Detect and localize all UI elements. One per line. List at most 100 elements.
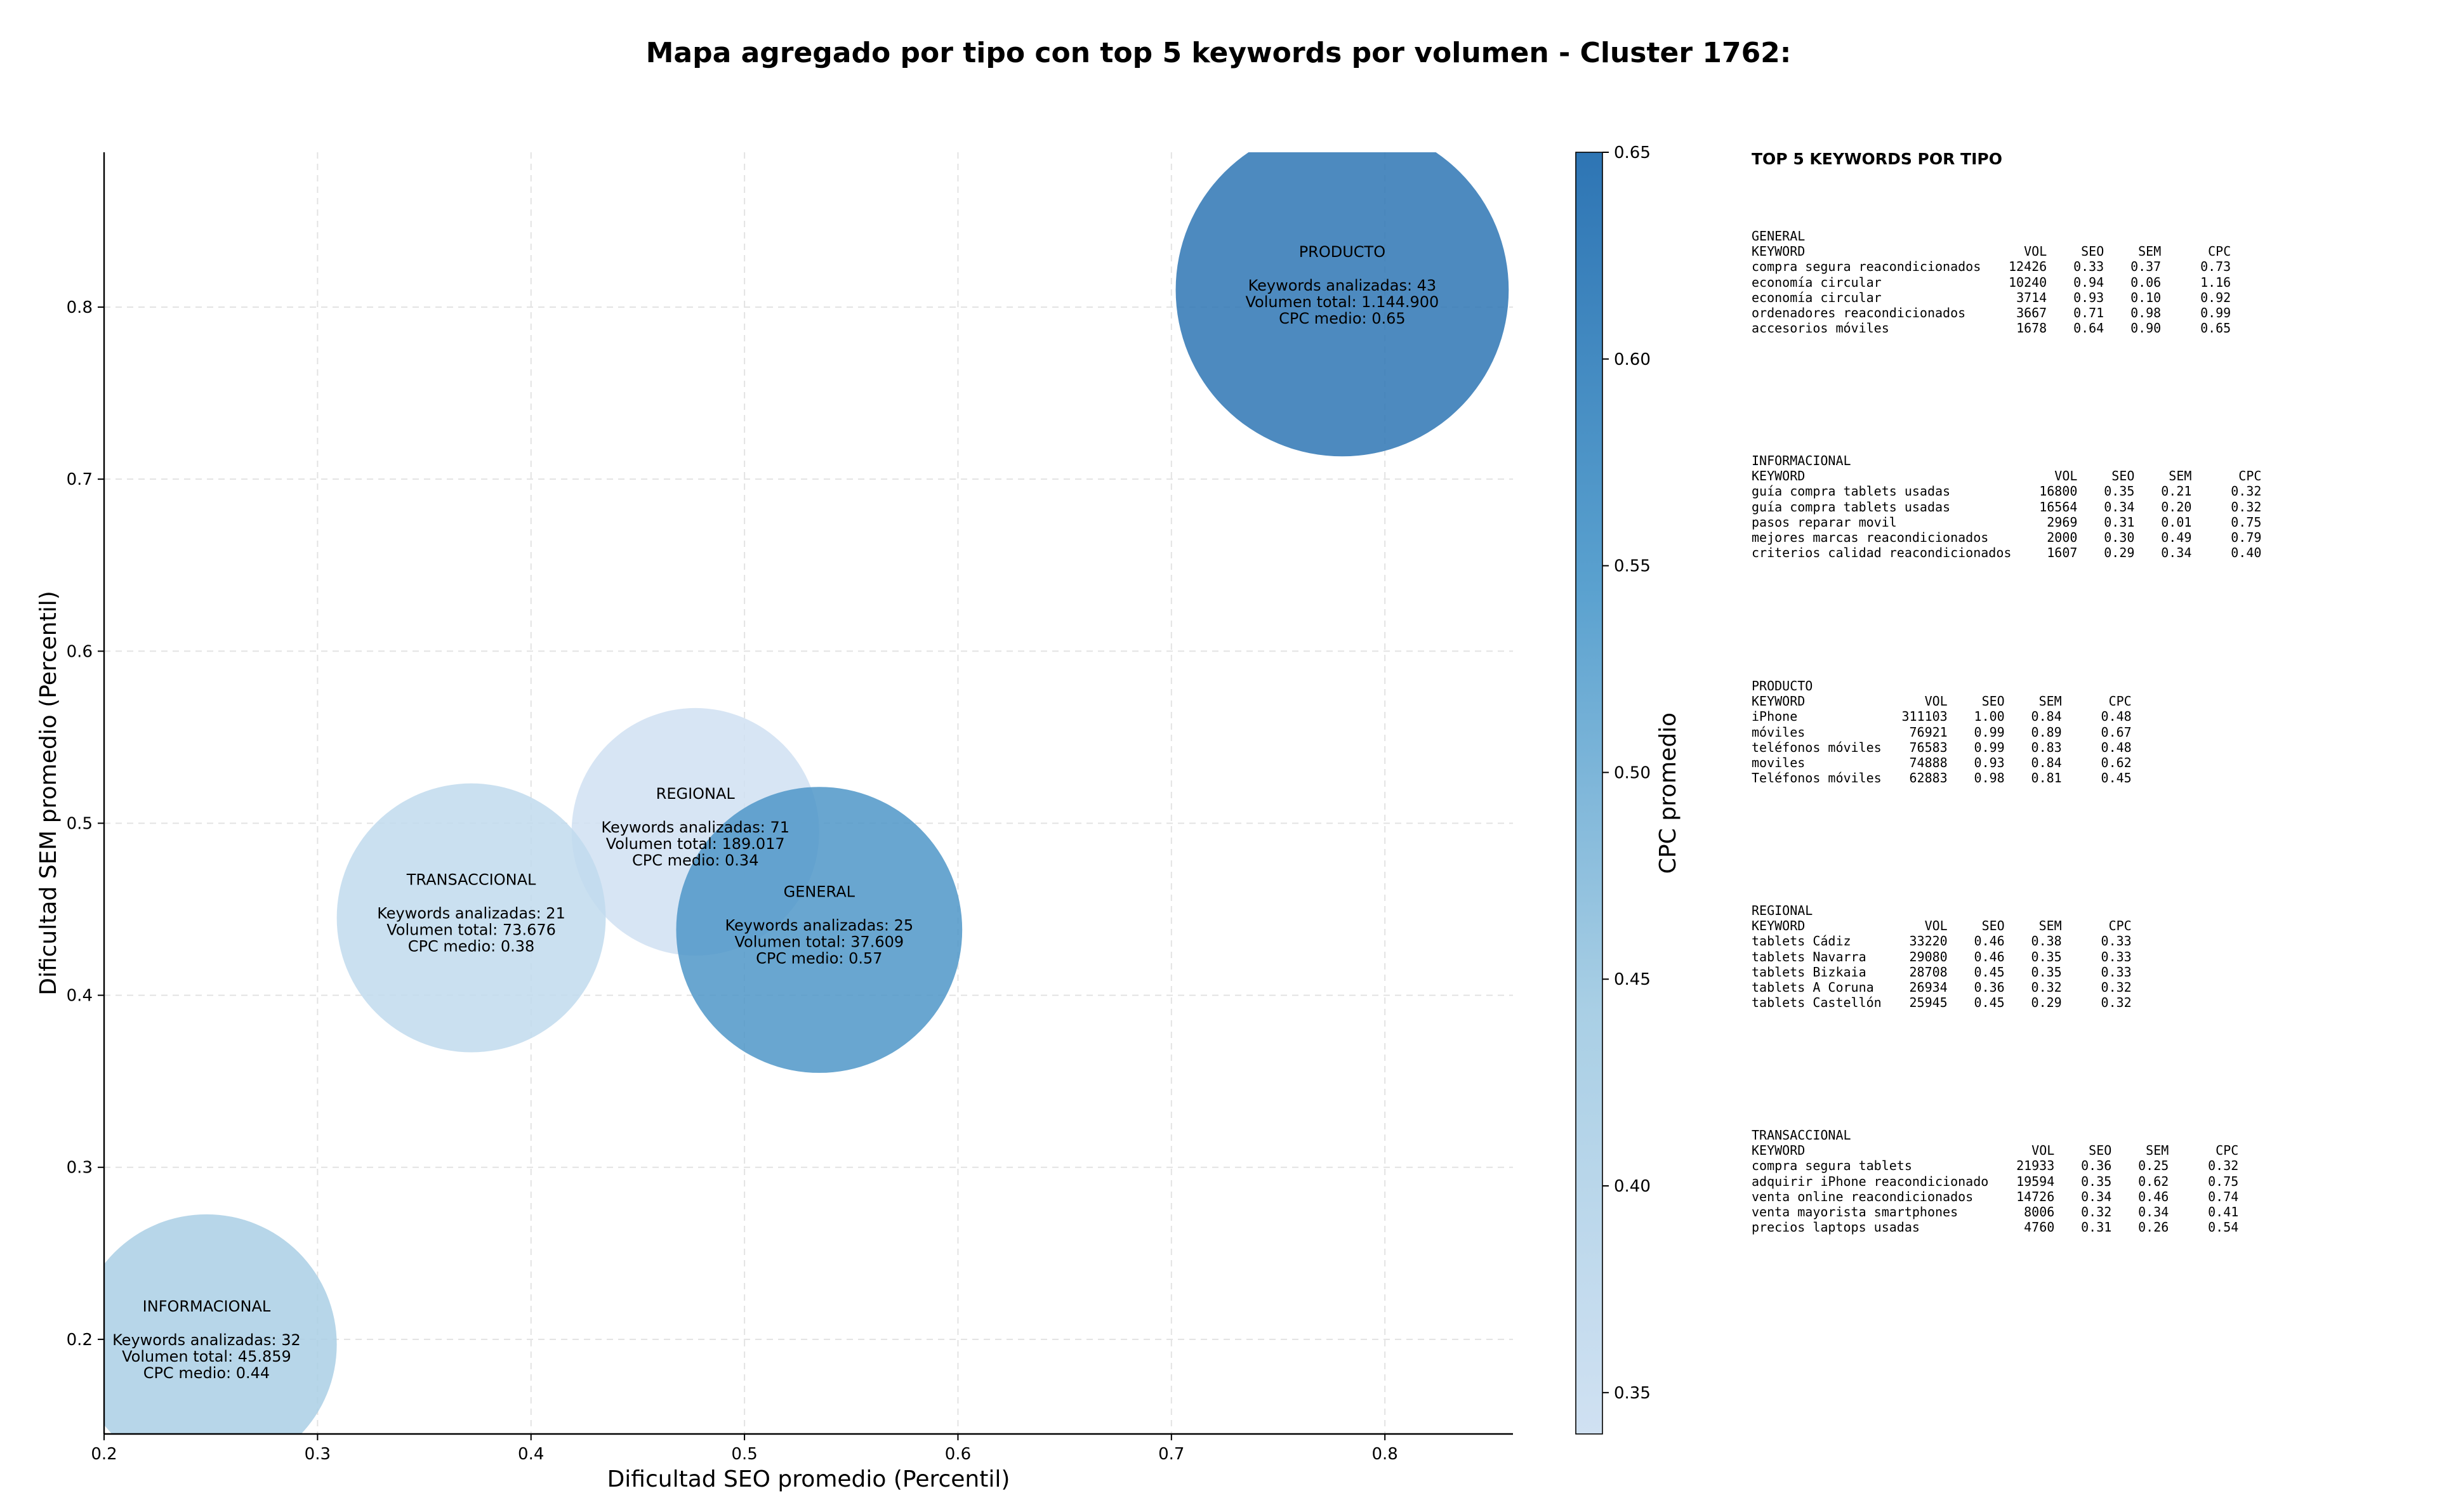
table-cell: precios laptops usadas	[1752, 1219, 1920, 1235]
table-cell: 29080	[1909, 949, 1948, 964]
bubble-name: REGIONAL	[656, 785, 736, 803]
table-row: adquirir iPhone reacondicionado 19594 0.35…	[1752, 1174, 2238, 1189]
table-cell: economía circular	[1752, 289, 1882, 305]
bubble-volume: Volumen total: 45.859	[122, 1348, 291, 1365]
table-cell: tablets Castellón	[1752, 995, 1882, 1011]
table-cell: 0.46	[1974, 933, 2005, 949]
bubble-label-transaccional: TRANSACCIONAL Keywords analizadas: 21Volu…	[377, 871, 565, 956]
header-cell: SEO	[1981, 694, 2005, 709]
x-tick-label: 0.8	[1372, 1445, 1398, 1464]
table-cell: 0.33	[2101, 964, 2132, 980]
table-cell: 0.45	[1974, 964, 2005, 980]
bubble-volume: Volumen total: 189.017	[606, 835, 785, 853]
bubble-cpc: CPC medio: 0.44	[143, 1364, 270, 1382]
table-cell: economía circular	[1752, 274, 1882, 290]
bubble-volume: Volumen total: 1.144.900	[1245, 293, 1439, 311]
header-cell: VOL	[2054, 468, 2078, 484]
table-cell: 0.35	[2104, 483, 2135, 499]
table-cell: 0.73	[2200, 259, 2231, 275]
table-cell: 0.21	[2161, 483, 2192, 499]
x-axis-label: Dificultad SEO promedio (Percentil)	[607, 1466, 1010, 1492]
keyword-group-regional: REGIONAL KEYWORD VOL SEO SEM CPC tablets Cádiz…	[1752, 903, 2132, 1010]
bubble-volume: Volumen total: 73.676	[386, 921, 556, 939]
table-cell: 0.25	[2138, 1158, 2169, 1174]
table-row: mejores marcas reacondicionados 2000 0.30 0…	[1752, 530, 2261, 545]
bubble-label-informacional: INFORMACIONAL Keywords analizadas: 32Volu…	[112, 1298, 301, 1382]
table-row: tablets A Coruna 26934 0.36 0.32 0.32	[1752, 980, 2132, 995]
table-cell: 0.35	[2031, 964, 2062, 980]
table-row: Teléfonos móviles 62883 0.98 0.81 0.45	[1752, 770, 2132, 786]
table-cell: 21933	[2016, 1158, 2055, 1174]
table-cell: 0.34	[2081, 1188, 2112, 1204]
header-cell: SEO	[1981, 918, 2005, 934]
table-cell: 0.36	[2081, 1158, 2112, 1174]
bubble-keywords: Keywords analizadas: 32	[112, 1331, 301, 1349]
table-cell: criterios calidad reacondicionados	[1752, 545, 2012, 561]
table-row: compra segura reacondicionados 12426 0.33 0…	[1752, 259, 2231, 274]
bubble-volume: Volumen total: 37.609	[734, 933, 904, 951]
header-cell: VOL	[2031, 1143, 2055, 1159]
table-cell: 1607	[2047, 545, 2078, 561]
table-cell: 0.71	[2073, 305, 2104, 321]
keyword-group-producto: PRODUCTO KEYWORD VOL SEO SEM CPC iPhone 311103 1…	[1752, 678, 2132, 786]
colorbar: 0.35 0.40 0.45 0.50 0.55 0.60 0.65 CPC promedio	[1575, 143, 1681, 1435]
x-tick-label: 0.3	[305, 1445, 331, 1464]
table-cell: 10240	[2009, 274, 2047, 290]
bubble-name: PRODUCTO	[1299, 243, 1385, 261]
table-cell: 0.84	[2031, 709, 2062, 725]
table-cell: 0.26	[2138, 1219, 2169, 1235]
table-cell: 76921	[1909, 724, 1948, 740]
y-tick-label: 0.4	[67, 987, 93, 1006]
table-row: criterios calidad reacondicionados 1607 0.…	[1752, 545, 2261, 560]
table-cell: 0.45	[2101, 770, 2132, 786]
table-cell: 0.64	[2073, 320, 2104, 336]
table-cell: accesorios móviles	[1752, 320, 1889, 336]
table-row: iPhone 311103 1.00 0.84 0.48	[1752, 709, 2132, 724]
table-row: venta online reacondicionados 14726 0.34 0.…	[1752, 1189, 2238, 1204]
table-cell: 0.32	[2231, 499, 2262, 515]
header-cell: CPC	[2108, 918, 2132, 934]
table-cell: 0.83	[2031, 739, 2062, 755]
table-cell: 0.32	[2031, 980, 2062, 996]
table-cell: 0.20	[2161, 499, 2192, 515]
table-cell: 0.65	[2200, 320, 2231, 336]
table-cell: 28708	[1909, 964, 1948, 980]
bubble-name: TRANSACCIONAL	[406, 871, 536, 889]
x-tick-label: 0.2	[91, 1445, 117, 1464]
bubble-name: GENERAL	[784, 883, 855, 901]
table-cell: 311103	[1901, 709, 1948, 725]
table-cell: 0.37	[2130, 259, 2162, 275]
table-cell: 0.98	[1974, 770, 2005, 786]
header-cell: SEO	[2081, 244, 2104, 260]
bubble-name: INFORMACIONAL	[143, 1298, 271, 1315]
table-cell: 19594	[2016, 1173, 2055, 1189]
table-cell: 33220	[1909, 933, 1948, 949]
header-cell: SEM	[2169, 468, 2192, 484]
table-row: guía compra tablets usadas 16800 0.35 0.21 0…	[1752, 483, 2261, 499]
table-cell: 0.92	[2200, 289, 2231, 305]
table-cell: ordenadores reacondicionados	[1752, 305, 1966, 321]
keyword-group-name: REGIONAL	[1752, 903, 1813, 918]
table-cell: moviles	[1752, 755, 1806, 771]
header-cell: VOL	[1924, 918, 1948, 934]
table-row: venta mayorista smartphones 8006 0.32 0.34 0…	[1752, 1204, 2238, 1219]
header-cell: KEYWORD	[1752, 1143, 1806, 1159]
colorbar-tick-label: 0.55	[1614, 557, 1651, 576]
table-cell: 0.01	[2161, 514, 2192, 530]
bubble-keywords: Keywords analizadas: 43	[1248, 277, 1437, 294]
table-row: precios laptops usadas 4760 0.31 0.26 0.54	[1752, 1219, 2238, 1235]
axes: 0.2 0.3 0.4 0.5 0.6 0.7 0.8 0.2 0.3 0.4 0.5 0.6 0.7 0…	[36, 152, 1513, 1492]
header-cell: CPC	[2216, 1143, 2239, 1159]
table-cell: 0.34	[2161, 545, 2192, 561]
table-row: moviles 74888 0.93 0.84 0.62	[1752, 755, 2132, 770]
table-cell: 0.84	[2031, 755, 2062, 771]
table-row: tablets Bizkaia 28708 0.45 0.35 0.33	[1752, 964, 2132, 980]
table-row: tablets Cádiz 33220 0.46 0.38 0.33	[1752, 933, 2132, 949]
table-cell: 3714	[2016, 289, 2047, 305]
table-cell: 0.62	[2138, 1173, 2169, 1189]
table-cell: Teléfonos móviles	[1752, 770, 1882, 786]
table-row: ordenadores reacondicionados 3667 0.71 0.98…	[1752, 305, 2231, 320]
bubble-general	[676, 787, 963, 1073]
table-cell: 0.36	[1974, 980, 2005, 996]
